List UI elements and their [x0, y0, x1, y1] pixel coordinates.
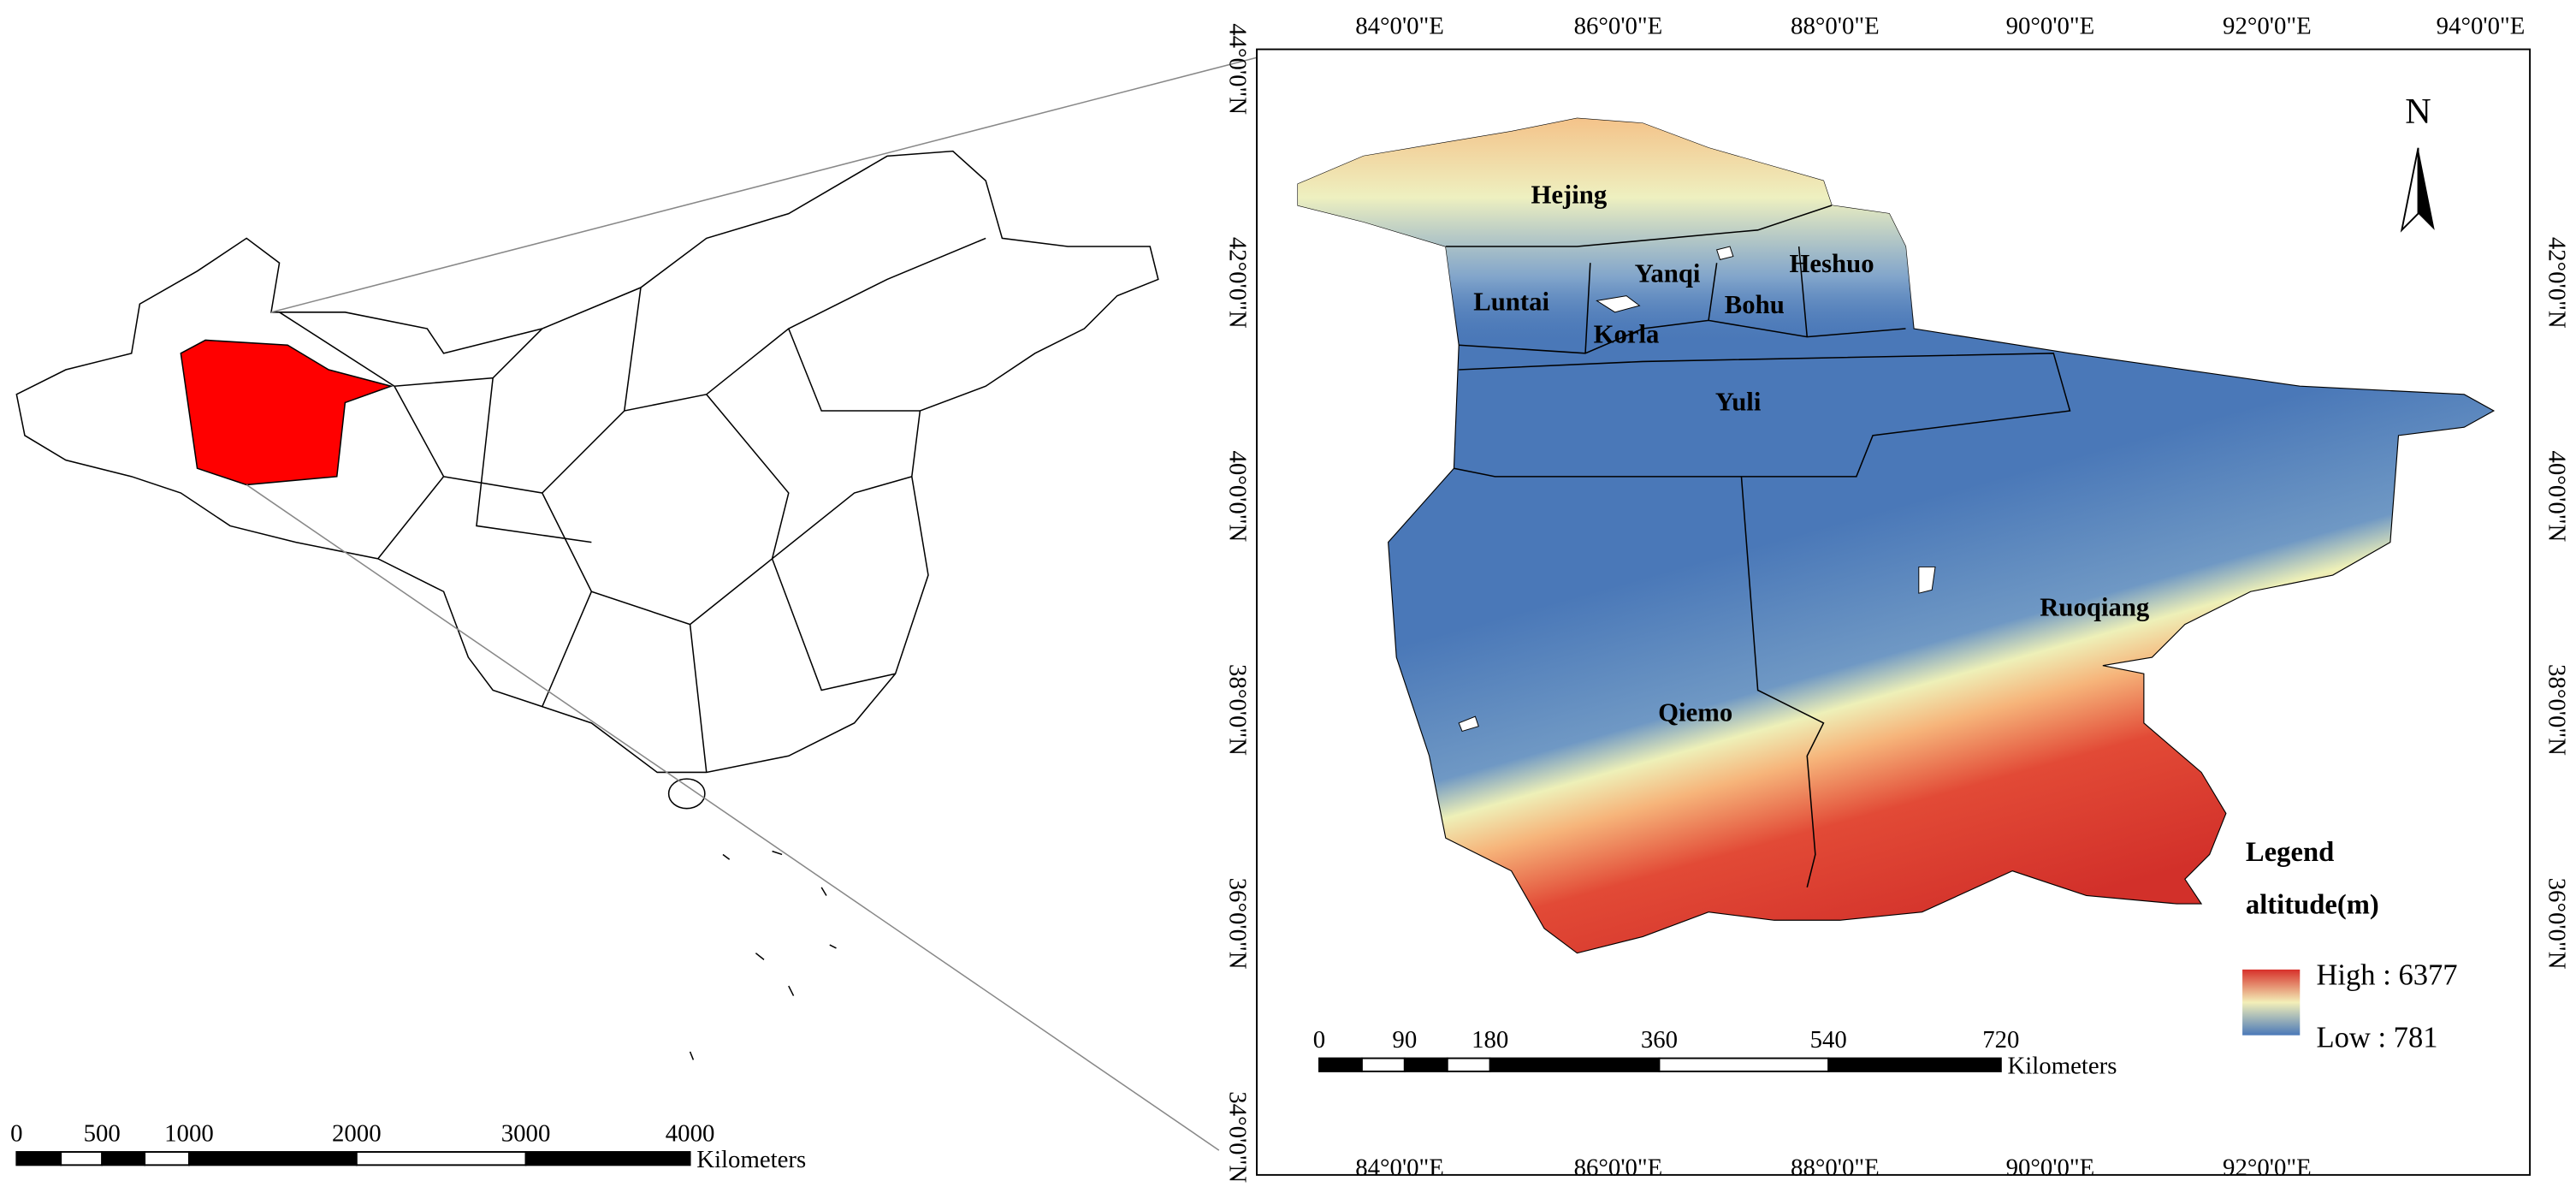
scale-label: 4000 — [666, 1119, 715, 1147]
lakes — [1458, 246, 1936, 733]
scale-label: 360 — [1641, 1026, 1678, 1054]
place-label: Yanqi — [1635, 259, 1701, 288]
longitude-label: 90°0'0"E — [2006, 1154, 2095, 1182]
place-label: Heshuo — [1790, 249, 1874, 278]
scale-segment — [187, 1151, 358, 1166]
latitude-label: 42°0'0"N — [1223, 237, 1251, 329]
province-borders — [279, 237, 986, 773]
scale-label: 180 — [1472, 1026, 1508, 1054]
scale-segment — [1827, 1057, 2002, 1072]
scale-segment — [144, 1151, 190, 1166]
place-label: Korla — [1594, 320, 1660, 349]
scale-label: 3000 — [501, 1119, 551, 1147]
latitude-label: 44°0'0"N — [1223, 23, 1251, 115]
place-label: Ruoqiang — [2040, 592, 2150, 621]
zoom-line — [246, 484, 1220, 1151]
place-label: Bohu — [1725, 290, 1785, 319]
scale-segment — [1360, 1057, 1406, 1072]
scale-label: 500 — [84, 1119, 121, 1147]
longitude-label: 84°0'0"E — [1355, 12, 1444, 39]
longitude-label: 88°0'0"E — [1791, 12, 1880, 39]
place-label: Luntai — [1473, 287, 1549, 316]
place-label: Hejing — [1531, 180, 1607, 209]
scale-unit: Kilometers — [2008, 1053, 2117, 1080]
scale-segment — [60, 1151, 104, 1166]
scale-segment — [524, 1151, 691, 1166]
latitude-label: 40°0'0"N — [1223, 450, 1251, 542]
scale-label: 0 — [1313, 1026, 1325, 1054]
legend-ramp — [2242, 969, 2301, 1036]
county-borders — [1445, 205, 2071, 888]
longitude-label: 86°0'0"E — [1574, 12, 1663, 39]
scale-segment — [1318, 1057, 1363, 1072]
place-label: Qiemo — [1658, 697, 1732, 727]
latitude-label: 38°0'0"N — [2543, 664, 2570, 756]
latitude-label: 38°0'0"N — [1223, 664, 1251, 756]
islands — [689, 850, 837, 1060]
inset-map — [15, 56, 1258, 1151]
latitude-label: 36°0'0"N — [1223, 878, 1251, 970]
scale-segment — [1403, 1057, 1448, 1072]
hainan — [667, 778, 706, 810]
zoom-line — [270, 56, 1258, 313]
scale-segment — [15, 1151, 62, 1166]
scale-segment — [101, 1151, 146, 1166]
longitude-label: 92°0'0"E — [2223, 1154, 2312, 1182]
china-outline — [15, 150, 1159, 774]
latitude-label: 34°0'0"N — [1223, 1091, 1251, 1183]
scale-segment — [355, 1151, 527, 1166]
longitude-label: 92°0'0"E — [2223, 12, 2312, 39]
legend-title: Legend — [2246, 837, 2334, 868]
north-mountains — [1298, 118, 1915, 346]
longitude-label: 88°0'0"E — [1791, 1154, 1880, 1182]
scale-label: 0 — [10, 1119, 22, 1147]
study-area — [180, 339, 394, 486]
scale-label: 1000 — [164, 1119, 214, 1147]
latitude-label: 40°0'0"N — [2543, 450, 2570, 542]
scale-segment — [1489, 1057, 1661, 1072]
latitude-label: 36°0'0"N — [2543, 878, 2570, 970]
longitude-label: 90°0'0"E — [2006, 12, 2095, 39]
scale-segment — [1658, 1057, 1830, 1072]
legend-low: Low : 781 — [2316, 1021, 2437, 1054]
latitude-label: 42°0'0"N — [2543, 237, 2570, 329]
legend-high: High : 6377 — [2316, 959, 2457, 991]
north-arrow — [2400, 147, 2419, 233]
north-label: N — [2405, 92, 2431, 132]
north-arrow — [2418, 147, 2435, 230]
longitude-label: 86°0'0"E — [1574, 1154, 1663, 1182]
legend-field: altitude(m) — [2246, 889, 2379, 920]
map-frame — [1256, 48, 2532, 1176]
scale-segment — [1446, 1057, 1491, 1072]
scale-label: 90 — [1392, 1026, 1417, 1054]
scale-label: 2000 — [332, 1119, 382, 1147]
place-label: Yuli — [1715, 387, 1762, 416]
longitude-label: 94°0'0"E — [2437, 12, 2526, 39]
scale-label: 540 — [1810, 1026, 1847, 1054]
scale-label: 720 — [1982, 1026, 2019, 1054]
longitude-label: 84°0'0"E — [1355, 1154, 1444, 1182]
scale-unit: Kilometers — [696, 1146, 806, 1173]
